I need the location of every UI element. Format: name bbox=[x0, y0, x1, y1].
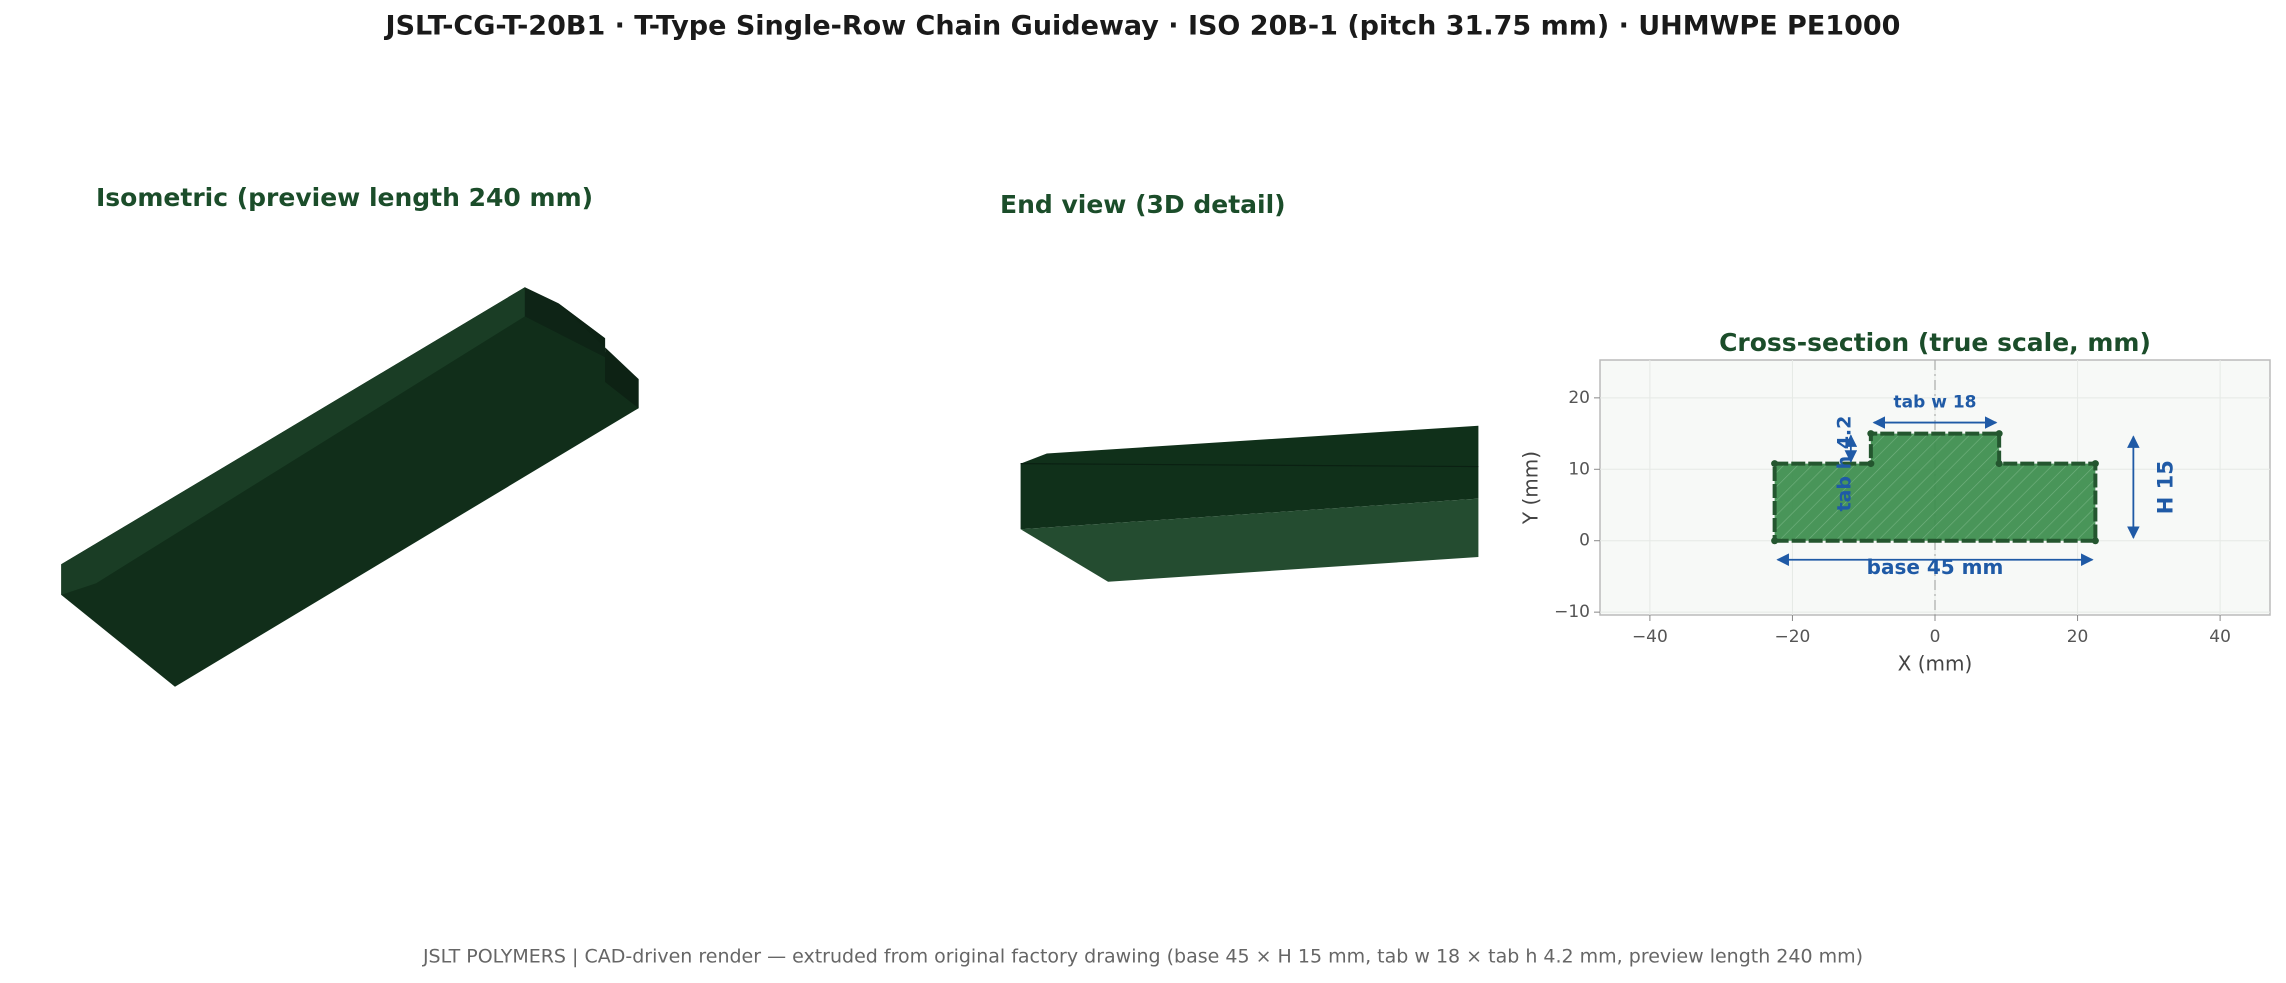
x-tick-label: −20 bbox=[1775, 627, 1811, 647]
vertex bbox=[1995, 460, 2003, 468]
x-tick-label: 0 bbox=[1930, 627, 1941, 647]
y-tick-label: 10 bbox=[1568, 459, 1590, 479]
section-outline bbox=[1772, 431, 2098, 543]
cross-section-chart: Cross-section (true scale, mm) −40 −20 0 20 4… bbox=[1519, 328, 2271, 676]
isometric-render bbox=[61, 287, 639, 687]
y-axis-label: Y (mm) bbox=[1519, 451, 1543, 525]
x-tick-label: −40 bbox=[1632, 627, 1668, 647]
vertex bbox=[2091, 460, 2099, 468]
chart-title: Cross-section (true scale, mm) bbox=[1719, 328, 2151, 357]
view-title: End view (3D detail) bbox=[1000, 190, 1286, 219]
y-tick-label: 20 bbox=[1568, 388, 1590, 408]
footer: JSLT POLYMERS | CAD-driven render — extr… bbox=[422, 946, 1863, 968]
annotation: base 45 mm bbox=[1867, 555, 2004, 579]
main-title: JSLT-CG-T-20B1 · T-Type Single-Row Chain… bbox=[384, 11, 1901, 42]
y-tick-label: −10 bbox=[1554, 602, 1590, 622]
end-view-render bbox=[1020, 425, 1479, 582]
vertex bbox=[1995, 430, 2003, 438]
vertex bbox=[1771, 460, 1779, 468]
vertex bbox=[1867, 460, 1875, 468]
annotation: tab h 4.2 bbox=[1833, 416, 1855, 512]
x-tick-label: 20 bbox=[2067, 627, 2089, 647]
annotation: H 15 bbox=[2153, 460, 2177, 514]
vertex bbox=[2091, 537, 2099, 545]
x-tick-label: 40 bbox=[2209, 627, 2231, 647]
section-hatch bbox=[1774, 433, 2096, 541]
vertex bbox=[1771, 537, 1779, 545]
vertex bbox=[1867, 430, 1875, 438]
x-axis-label: X (mm) bbox=[1898, 652, 1973, 676]
view-title: Isometric (preview length 240 mm) bbox=[96, 183, 593, 212]
annotation: tab w 18 bbox=[1894, 393, 1977, 413]
y-tick-label: 0 bbox=[1579, 531, 1590, 551]
